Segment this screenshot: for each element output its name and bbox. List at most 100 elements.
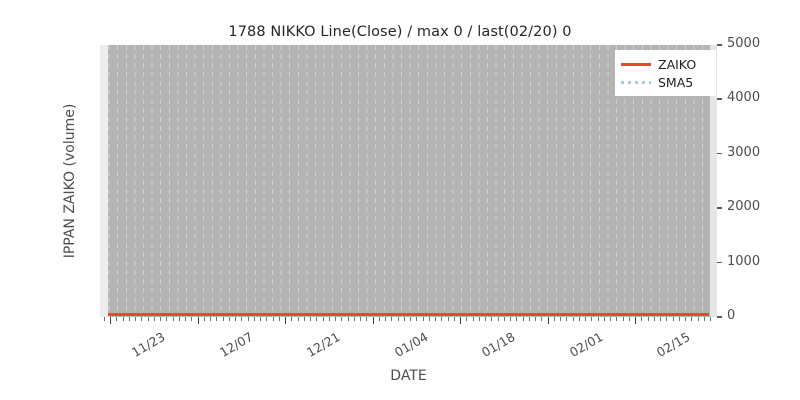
x-axis-minor-tick — [422, 317, 424, 321]
y-axis-tick-mark — [717, 316, 722, 318]
x-axis-minor-tick — [322, 317, 324, 321]
x-axis-minor-tick — [203, 317, 205, 321]
y-axis-tick-label: 5000 — [727, 36, 761, 51]
x-axis-minor-tick — [260, 317, 261, 321]
x-axis-minor-tick — [347, 317, 349, 321]
x-axis-tick-label: 01/18 — [478, 329, 518, 361]
x-axis-minor-tick — [397, 317, 399, 321]
x-axis-minor-tick — [710, 317, 711, 321]
x-axis-minor-tick — [328, 317, 330, 321]
plot-area — [100, 45, 717, 317]
x-axis-major-tick — [110, 317, 112, 324]
x-axis-minor-tick — [466, 317, 468, 321]
x-axis-minor-tick — [335, 317, 336, 321]
x-axis-major-tick — [285, 317, 287, 324]
y-axis-tick-label: 0 — [727, 308, 736, 323]
x-axis-minor-tick — [472, 317, 474, 321]
plot-right-margin-strip — [710, 45, 717, 317]
y-axis-tick-label: 1000 — [727, 253, 761, 269]
series-line-zaiko — [108, 313, 709, 316]
legend-swatch-sma5-icon — [621, 76, 651, 88]
x-axis-minor-tick — [647, 317, 649, 321]
x-axis-minor-tick — [666, 317, 668, 321]
x-axis-minor-tick — [403, 317, 405, 321]
x-axis-minor-tick — [235, 317, 236, 321]
y-axis-tick-mark — [717, 207, 722, 209]
x-axis-minor-tick — [691, 317, 693, 321]
x-axis-minor-tick — [510, 317, 511, 321]
x-axis-minor-tick — [703, 317, 705, 321]
legend[interactable]: ZAIKO SMA5 — [615, 50, 716, 96]
x-axis-minor-tick — [297, 317, 299, 321]
x-axis-minor-tick — [222, 317, 224, 321]
x-axis-minor-tick — [566, 317, 568, 321]
y-axis-tick-label: 4000 — [727, 90, 761, 106]
x-axis-tick-label: 02/01 — [566, 329, 606, 361]
x-axis-minor-tick — [428, 317, 430, 321]
x-axis-minor-tick — [378, 317, 380, 321]
x-axis-minor-tick — [172, 317, 174, 321]
x-axis-minor-tick — [660, 317, 661, 321]
x-axis-minor-tick — [653, 317, 655, 321]
x-axis-minor-tick — [135, 317, 136, 321]
x-axis-minor-tick — [478, 317, 480, 321]
x-axis-tick-label: 11/23 — [128, 329, 168, 361]
x-axis-minor-tick — [585, 317, 586, 321]
x-axis-major-tick — [547, 317, 549, 324]
y-axis-tick-mark — [717, 98, 722, 100]
x-axis-major-tick — [197, 317, 199, 324]
x-axis-minor-tick — [572, 317, 574, 321]
x-axis-minor-tick — [447, 317, 449, 321]
x-axis-minor-tick — [178, 317, 180, 321]
x-axis-tick-label: 12/21 — [303, 329, 343, 361]
x-axis-minor-tick — [528, 317, 530, 321]
x-axis-minor-tick — [122, 317, 124, 321]
x-axis-title: DATE — [390, 368, 427, 384]
x-axis-tick-label: 12/07 — [216, 329, 256, 361]
x-axis-minor-tick — [616, 317, 618, 321]
x-axis-minor-tick — [128, 317, 130, 321]
x-axis-minor-tick — [385, 317, 386, 321]
x-axis-minor-tick — [103, 317, 105, 321]
x-axis-minor-tick — [291, 317, 293, 321]
x-axis-minor-tick — [591, 317, 593, 321]
x-axis-minor-tick — [416, 317, 418, 321]
x-axis-minor-tick — [485, 317, 486, 321]
grid-lines — [100, 45, 717, 317]
x-axis-minor-tick — [685, 317, 686, 321]
legend-swatch-zaiko-icon — [621, 58, 651, 70]
x-axis-minor-tick — [610, 317, 611, 321]
x-axis-major-tick — [460, 317, 462, 324]
x-axis-minor-tick — [678, 317, 680, 321]
x-axis-minor-tick — [166, 317, 168, 321]
plot-left-margin-strip — [100, 45, 108, 317]
y-axis-tick-mark — [717, 44, 722, 46]
x-axis-minor-tick — [441, 317, 443, 321]
x-axis-minor-tick — [366, 317, 368, 321]
x-axis-minor-tick — [497, 317, 499, 321]
y-axis-tick-label: 2000 — [727, 199, 761, 215]
x-axis-minor-tick — [141, 317, 143, 321]
x-axis-minor-tick — [310, 317, 311, 321]
x-axis-minor-tick — [628, 317, 630, 321]
x-axis-minor-tick — [278, 317, 280, 321]
x-axis: 11/23 12/07 12/21 01/04 01/18 02/01 02/15 — [100, 317, 717, 377]
x-axis-minor-tick — [641, 317, 643, 321]
x-axis-tick-label: 01/04 — [391, 329, 431, 361]
y-axis-tick-mark — [717, 261, 722, 264]
x-axis-minor-tick — [303, 317, 305, 321]
x-axis-minor-tick — [597, 317, 599, 321]
page-title: 1788 NIKKO Line(Close) / max 0 / last(02… — [228, 24, 572, 40]
legend-item-zaiko[interactable]: ZAIKO — [621, 55, 708, 73]
x-axis-minor-tick — [353, 317, 355, 321]
x-axis-minor-tick — [116, 317, 118, 321]
x-axis-minor-tick — [522, 317, 524, 321]
x-axis-minor-tick — [622, 317, 624, 321]
x-axis-major-tick — [635, 317, 637, 324]
x-axis-major-tick — [372, 317, 374, 324]
x-axis-minor-tick — [253, 317, 255, 321]
x-axis-minor-tick — [435, 317, 436, 321]
legend-item-sma5[interactable]: SMA5 — [621, 73, 708, 91]
x-axis-minor-tick — [453, 317, 455, 321]
